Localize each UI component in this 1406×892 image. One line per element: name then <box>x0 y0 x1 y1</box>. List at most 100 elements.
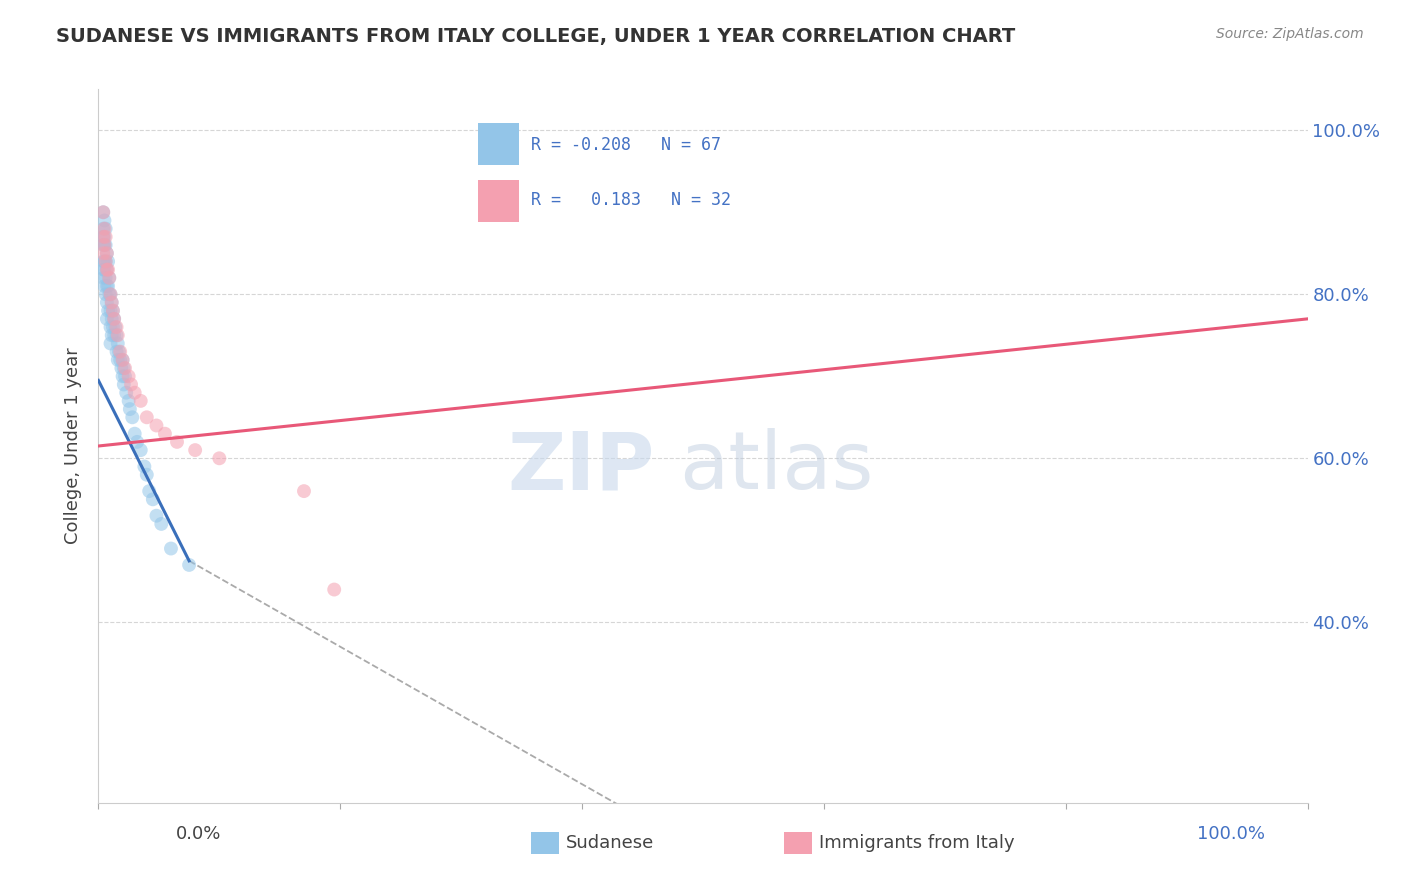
Point <box>91 262 114 277</box>
Point <box>91 205 114 219</box>
Point <box>115 385 138 400</box>
Point <box>93 279 115 293</box>
Point <box>96 279 118 293</box>
Text: 100.0%: 100.0% <box>1198 825 1265 843</box>
Point <box>114 361 136 376</box>
Point <box>96 295 118 310</box>
Point <box>96 311 118 326</box>
Text: ZIP: ZIP <box>508 428 655 507</box>
Point <box>323 582 346 597</box>
Point <box>142 492 165 507</box>
Point <box>107 352 129 367</box>
Point <box>110 361 132 376</box>
Point <box>105 344 128 359</box>
Point <box>150 516 173 531</box>
Point <box>179 558 201 572</box>
Point <box>97 262 120 277</box>
Point <box>94 287 117 301</box>
Point <box>93 262 115 277</box>
Point <box>118 369 141 384</box>
Point <box>114 369 136 384</box>
Point <box>166 434 188 449</box>
Point <box>105 328 128 343</box>
Point <box>120 377 142 392</box>
Point <box>138 484 160 499</box>
Point <box>108 344 131 359</box>
Point <box>98 270 121 285</box>
Point <box>91 270 114 285</box>
Point <box>101 320 124 334</box>
Point <box>103 311 125 326</box>
Point <box>93 221 115 235</box>
Point <box>135 467 157 482</box>
Point <box>93 213 115 227</box>
Point <box>103 328 125 343</box>
Point <box>100 336 122 351</box>
Point <box>94 221 117 235</box>
Point <box>160 541 183 556</box>
Point <box>97 279 120 293</box>
Point <box>108 352 131 367</box>
Point <box>105 320 128 334</box>
Point <box>93 238 115 252</box>
Point <box>129 443 152 458</box>
Point <box>134 459 156 474</box>
Point <box>208 451 231 466</box>
Point <box>153 426 176 441</box>
Point <box>101 303 124 318</box>
Point <box>94 230 117 244</box>
Point <box>97 254 120 268</box>
Point <box>118 393 141 408</box>
Point <box>100 320 122 334</box>
Point <box>112 361 135 376</box>
Text: 0.0%: 0.0% <box>176 825 221 843</box>
Point <box>100 328 122 343</box>
Point <box>100 287 122 301</box>
Point <box>112 377 135 392</box>
Point <box>93 254 115 268</box>
Point <box>100 287 122 301</box>
Text: Immigrants from Italy: Immigrants from Italy <box>818 834 1015 852</box>
Point <box>184 443 207 458</box>
Point <box>124 385 146 400</box>
Point <box>98 270 121 285</box>
Point <box>91 254 114 268</box>
Point <box>124 426 146 441</box>
Point <box>107 328 129 343</box>
Point <box>100 311 122 326</box>
Point <box>96 246 118 260</box>
Point <box>103 311 125 326</box>
Point <box>111 352 134 367</box>
Text: SUDANESE VS IMMIGRANTS FROM ITALY COLLEGE, UNDER 1 YEAR CORRELATION CHART: SUDANESE VS IMMIGRANTS FROM ITALY COLLEG… <box>56 27 1015 45</box>
Point <box>111 369 134 384</box>
Point <box>94 254 117 268</box>
Point <box>100 295 122 310</box>
Point <box>96 246 118 260</box>
Point <box>100 295 122 310</box>
Point <box>94 270 117 285</box>
Point <box>91 230 114 244</box>
Point <box>91 238 114 252</box>
Point <box>121 410 143 425</box>
Point <box>93 238 115 252</box>
Point <box>96 262 118 277</box>
Point <box>93 230 115 244</box>
Point <box>107 336 129 351</box>
Point <box>91 230 114 244</box>
Point <box>118 402 141 417</box>
Point <box>94 238 117 252</box>
Point <box>100 303 122 318</box>
Point <box>145 508 167 523</box>
Point <box>129 393 152 408</box>
Point <box>135 410 157 425</box>
Point <box>96 262 118 277</box>
Text: atlas: atlas <box>679 428 873 507</box>
Text: Sudanese: Sudanese <box>565 834 654 852</box>
Point <box>94 254 117 268</box>
Point <box>108 344 131 359</box>
Point <box>98 287 121 301</box>
Point <box>111 352 134 367</box>
Point <box>145 418 167 433</box>
Text: Source: ZipAtlas.com: Source: ZipAtlas.com <box>1216 27 1364 41</box>
Point <box>127 434 149 449</box>
